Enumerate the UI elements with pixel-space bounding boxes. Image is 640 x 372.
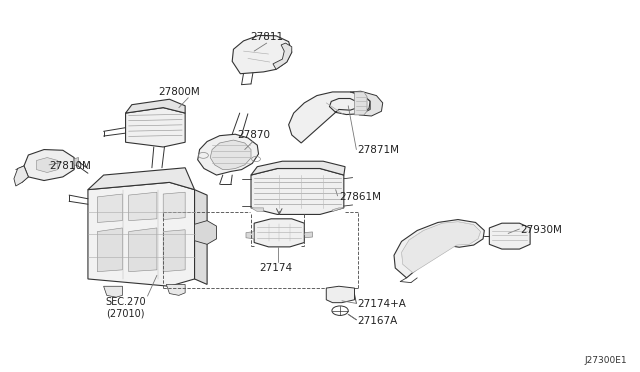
Text: 27871M: 27871M: [358, 145, 399, 154]
Polygon shape: [24, 150, 74, 180]
Polygon shape: [251, 169, 344, 214]
Polygon shape: [273, 43, 292, 69]
Polygon shape: [254, 219, 305, 247]
Polygon shape: [104, 286, 122, 297]
Polygon shape: [251, 161, 345, 175]
Text: 27174: 27174: [260, 263, 292, 273]
Text: 27870: 27870: [237, 131, 271, 141]
Polygon shape: [333, 208, 344, 212]
Text: 27174+A: 27174+A: [358, 299, 406, 310]
Polygon shape: [36, 158, 58, 173]
Polygon shape: [355, 92, 367, 115]
Polygon shape: [350, 91, 383, 116]
Polygon shape: [88, 182, 195, 286]
Polygon shape: [198, 134, 259, 175]
Polygon shape: [163, 230, 185, 272]
Text: 27811: 27811: [250, 32, 284, 42]
Polygon shape: [490, 223, 530, 249]
Polygon shape: [129, 228, 157, 272]
Polygon shape: [97, 228, 122, 272]
Polygon shape: [211, 140, 251, 170]
Text: 27810M: 27810M: [49, 161, 91, 171]
Polygon shape: [125, 99, 185, 113]
Polygon shape: [232, 35, 292, 74]
Polygon shape: [14, 166, 28, 186]
Polygon shape: [166, 285, 185, 295]
Polygon shape: [251, 208, 264, 212]
Polygon shape: [88, 168, 195, 190]
Polygon shape: [195, 221, 216, 244]
Polygon shape: [246, 231, 254, 239]
Polygon shape: [97, 194, 122, 222]
Polygon shape: [305, 232, 312, 238]
Polygon shape: [326, 286, 355, 303]
Text: SEC.270
(27010): SEC.270 (27010): [105, 297, 146, 319]
Text: 27800M: 27800M: [158, 87, 200, 97]
Polygon shape: [401, 222, 481, 273]
Polygon shape: [163, 192, 185, 219]
Polygon shape: [394, 219, 484, 278]
Polygon shape: [195, 190, 207, 285]
Polygon shape: [74, 158, 79, 166]
Polygon shape: [125, 108, 185, 147]
Polygon shape: [289, 92, 370, 143]
Text: J27300E1: J27300E1: [585, 356, 627, 365]
Text: 27930M: 27930M: [521, 225, 563, 235]
Text: 27861M: 27861M: [339, 192, 381, 202]
Polygon shape: [129, 192, 157, 221]
Text: 27167A: 27167A: [358, 316, 398, 326]
